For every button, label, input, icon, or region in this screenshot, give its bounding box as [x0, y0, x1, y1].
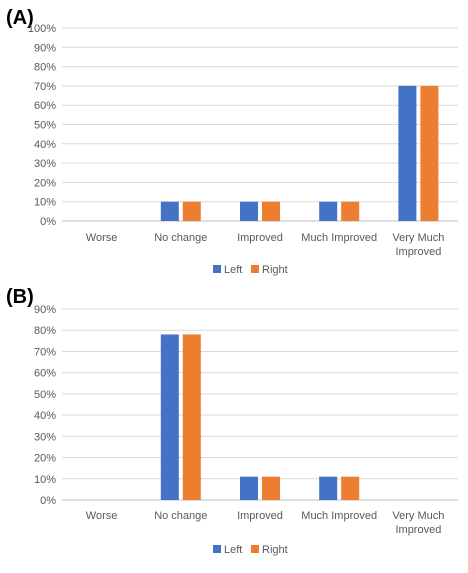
y-tick-label: 60% [34, 368, 56, 380]
y-tick-label: 100% [28, 23, 56, 35]
y-tick-label: 80% [34, 325, 56, 337]
bar-left [319, 476, 338, 500]
panel-label: (B) [6, 286, 34, 308]
y-tick-label: 30% [34, 431, 56, 443]
chart-panel-a: (A) 0% 10% 20% 30% 40% 50% 60% 70% 80% 90% 100% Wors… [6, 7, 458, 276]
y-tick-label: 90% [34, 42, 56, 54]
bar-right [262, 476, 280, 500]
y-tick-label: 0% [40, 216, 56, 228]
bar-left [398, 85, 417, 222]
panel-label: (A) [6, 7, 34, 29]
y-tick-label: 80% [34, 62, 56, 74]
bar-left [240, 476, 258, 500]
x-tick-label: Very Much Improved [392, 510, 444, 536]
x-tick-label: Improved [237, 232, 283, 244]
x-tick-label: Worse [86, 510, 118, 522]
y-tick-label: 40% [34, 139, 56, 151]
x-tick-label: Improved [237, 510, 283, 522]
legend-swatch-left [213, 265, 221, 273]
x-tick-label: Much Improved [301, 232, 377, 244]
legend-label-left: Left [224, 544, 242, 556]
bar-right [262, 201, 280, 221]
y-tick-label: 20% [34, 453, 56, 465]
y-tick-label: 10% [34, 474, 56, 486]
legend-label-left: Left [224, 264, 242, 276]
y-tick-label: 40% [34, 410, 56, 422]
x-tick-label: Much Improved [301, 510, 377, 522]
bar-right [341, 201, 360, 221]
y-tick-label: 20% [34, 177, 56, 189]
bar-right [182, 334, 201, 500]
legend-swatch-right [251, 265, 259, 273]
bar-left [160, 201, 179, 221]
bar-left [160, 334, 179, 500]
legend-swatch-right [251, 545, 259, 553]
y-tick-label: 30% [34, 158, 56, 170]
y-tick-label: 0% [40, 495, 56, 507]
y-tick-label: 50% [34, 120, 56, 132]
y-tick-label: 70% [34, 346, 56, 358]
y-tick-label: 60% [34, 100, 56, 112]
y-tick-label: 50% [34, 389, 56, 401]
y-tick-label: 90% [34, 304, 56, 316]
y-tick-label: 10% [34, 197, 56, 209]
legend-label-right: Right [262, 544, 288, 556]
x-tick-label: No change [154, 510, 207, 522]
legend-swatch-left [213, 545, 221, 553]
bar-right [420, 85, 439, 222]
chart-panel-b: (B) 0% 10% 20% 30% 40% 50% 60% 70% 80% 90% Worse No … [6, 286, 458, 556]
y-tick-label: 70% [34, 81, 56, 93]
x-tick-label: No change [154, 232, 207, 244]
bar-left [319, 201, 338, 221]
legend-label-right: Right [262, 264, 288, 276]
x-tick-label: Very Much Improved [392, 232, 444, 258]
bar-right [341, 476, 360, 500]
bar-left [240, 201, 258, 221]
bar-right [182, 201, 201, 221]
x-tick-label: Worse [86, 232, 118, 244]
